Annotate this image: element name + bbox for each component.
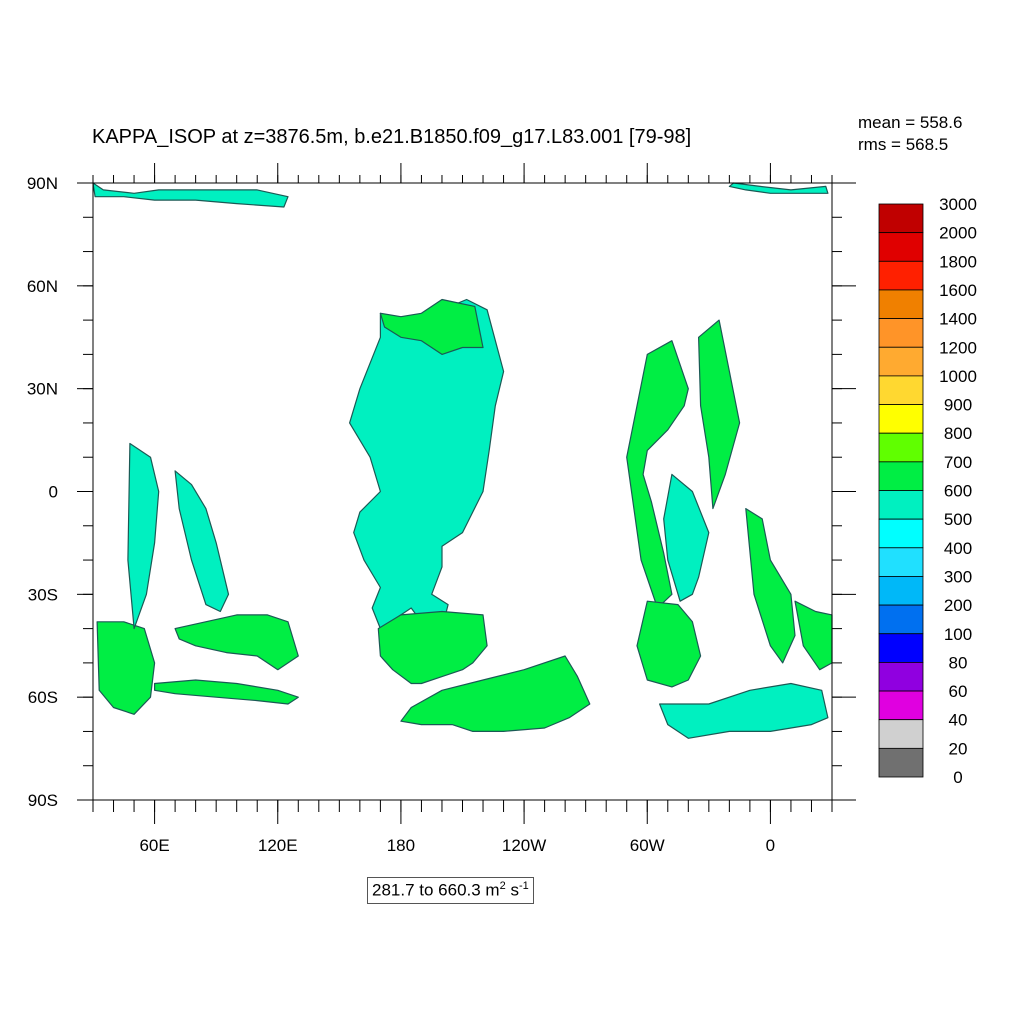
colorbar-label: 80 — [949, 653, 968, 672]
unit-exponent-2: -1 — [518, 880, 529, 892]
region-indian-central — [174, 470, 230, 613]
colorbar-swatch — [878, 518, 924, 549]
colorbar-swatch — [878, 346, 924, 377]
region-south-pacific — [377, 610, 488, 685]
colorbar-label: 0 — [953, 768, 962, 787]
region-southern-ocean-pac — [400, 655, 591, 733]
colorbar-label: 900 — [944, 396, 972, 415]
region-indian-west — [96, 621, 156, 715]
region-southern-ocean-atl — [658, 682, 829, 739]
colorbar-swatch — [878, 719, 924, 749]
mean-label: mean = 558.6 — [858, 113, 963, 132]
region-indian-south-2 — [154, 679, 299, 705]
x-tick-label: 60W — [630, 836, 665, 855]
region-atlantic-tropics — [663, 473, 710, 602]
region-south-atlantic — [636, 600, 702, 688]
colorbar-label: 1200 — [939, 338, 977, 357]
chart-title: KAPPA_ISOP at z=3876.5m, b.e21.B1850.f09… — [92, 126, 692, 148]
y-tick-label: 30S — [28, 585, 58, 604]
region-indian-tropics — [127, 442, 160, 630]
region-north-pacific-green — [379, 298, 484, 355]
colorbar-label: 40 — [949, 711, 968, 730]
y-tick-label: 60N — [27, 277, 58, 296]
colorbar-label: 60 — [949, 682, 968, 701]
colorbar-swatch — [878, 747, 924, 778]
colorbar-label: 300 — [944, 567, 972, 586]
region-arctic-west — [92, 182, 289, 208]
colorbar-label: 600 — [944, 482, 972, 501]
region-north-atlantic-2 — [697, 319, 741, 510]
colorbar: 3000200018001600140012001000900800700600… — [878, 195, 977, 787]
colorbar-swatch — [878, 203, 924, 234]
colorbar-label: 1400 — [939, 310, 977, 329]
colorbar-swatch — [878, 318, 924, 348]
x-tick-label: 120W — [502, 836, 546, 855]
colorbar-label: 20 — [949, 739, 968, 758]
colorbar-swatch — [878, 432, 924, 463]
y-tick-label: 90S — [28, 791, 58, 810]
region-atlantic-east-south — [745, 508, 796, 664]
colorbar-label: 200 — [944, 596, 972, 615]
region-north-pacific — [349, 298, 505, 637]
map-regions — [92, 182, 833, 739]
region-atlantic-far-east — [794, 600, 833, 671]
unit-exponent-1: 2 — [499, 880, 506, 892]
colorbar-label: 2000 — [939, 224, 977, 243]
colorbar-swatch — [878, 404, 924, 434]
colorbar-swatch — [878, 461, 924, 491]
colorbar-swatch — [878, 690, 924, 721]
unit-mid: s — [505, 880, 519, 900]
colorbar-swatch — [878, 260, 924, 291]
y-tick-label: 0 — [49, 483, 58, 502]
colorbar-swatch — [878, 633, 924, 663]
colorbar-label: 700 — [944, 453, 972, 472]
region-indian-south — [174, 614, 299, 671]
colorbar-swatch — [878, 604, 924, 635]
colorbar-label: 500 — [944, 510, 972, 529]
y-tick-label: 30N — [27, 380, 58, 399]
colorbar-label: 1800 — [939, 252, 977, 271]
rms-label: rms = 568.5 — [858, 135, 949, 154]
y-tick-label: 90N — [27, 174, 58, 193]
range-label: 281.7 to 660.3 m2 s-1 — [367, 877, 534, 904]
colorbar-swatch — [878, 490, 924, 520]
colorbar-swatch — [878, 547, 924, 577]
colorbar-swatch — [878, 289, 924, 320]
y-tick-label: 60S — [28, 688, 58, 707]
colorbar-swatch — [878, 375, 924, 405]
colorbar-label: 1000 — [939, 367, 977, 386]
colorbar-label: 100 — [944, 625, 972, 644]
colorbar-label: 800 — [944, 424, 972, 443]
stats-block: mean = 558.6 rms = 568.5 — [858, 112, 962, 156]
colorbar-label: 400 — [944, 539, 972, 558]
x-tick-label: 0 — [766, 836, 775, 855]
colorbar-swatch — [878, 232, 924, 262]
x-tick-label: 120E — [258, 836, 298, 855]
colorbar-label: 1600 — [939, 281, 977, 300]
colorbar-label: 3000 — [939, 195, 977, 214]
range-text: 281.7 to 660.3 m — [372, 880, 500, 900]
x-tick-label: 60E — [139, 836, 169, 855]
region-north-atlantic — [626, 340, 689, 609]
x-tick-label: 180 — [387, 836, 415, 855]
axis-ticks: 60E 120E 180 120W 60W 0 90N 60N 30N 0 30S 60S 90S — [27, 163, 856, 855]
colorbar-swatch — [878, 662, 924, 692]
colorbar-swatch — [878, 576, 924, 606]
region-arctic-east — [728, 182, 829, 194]
